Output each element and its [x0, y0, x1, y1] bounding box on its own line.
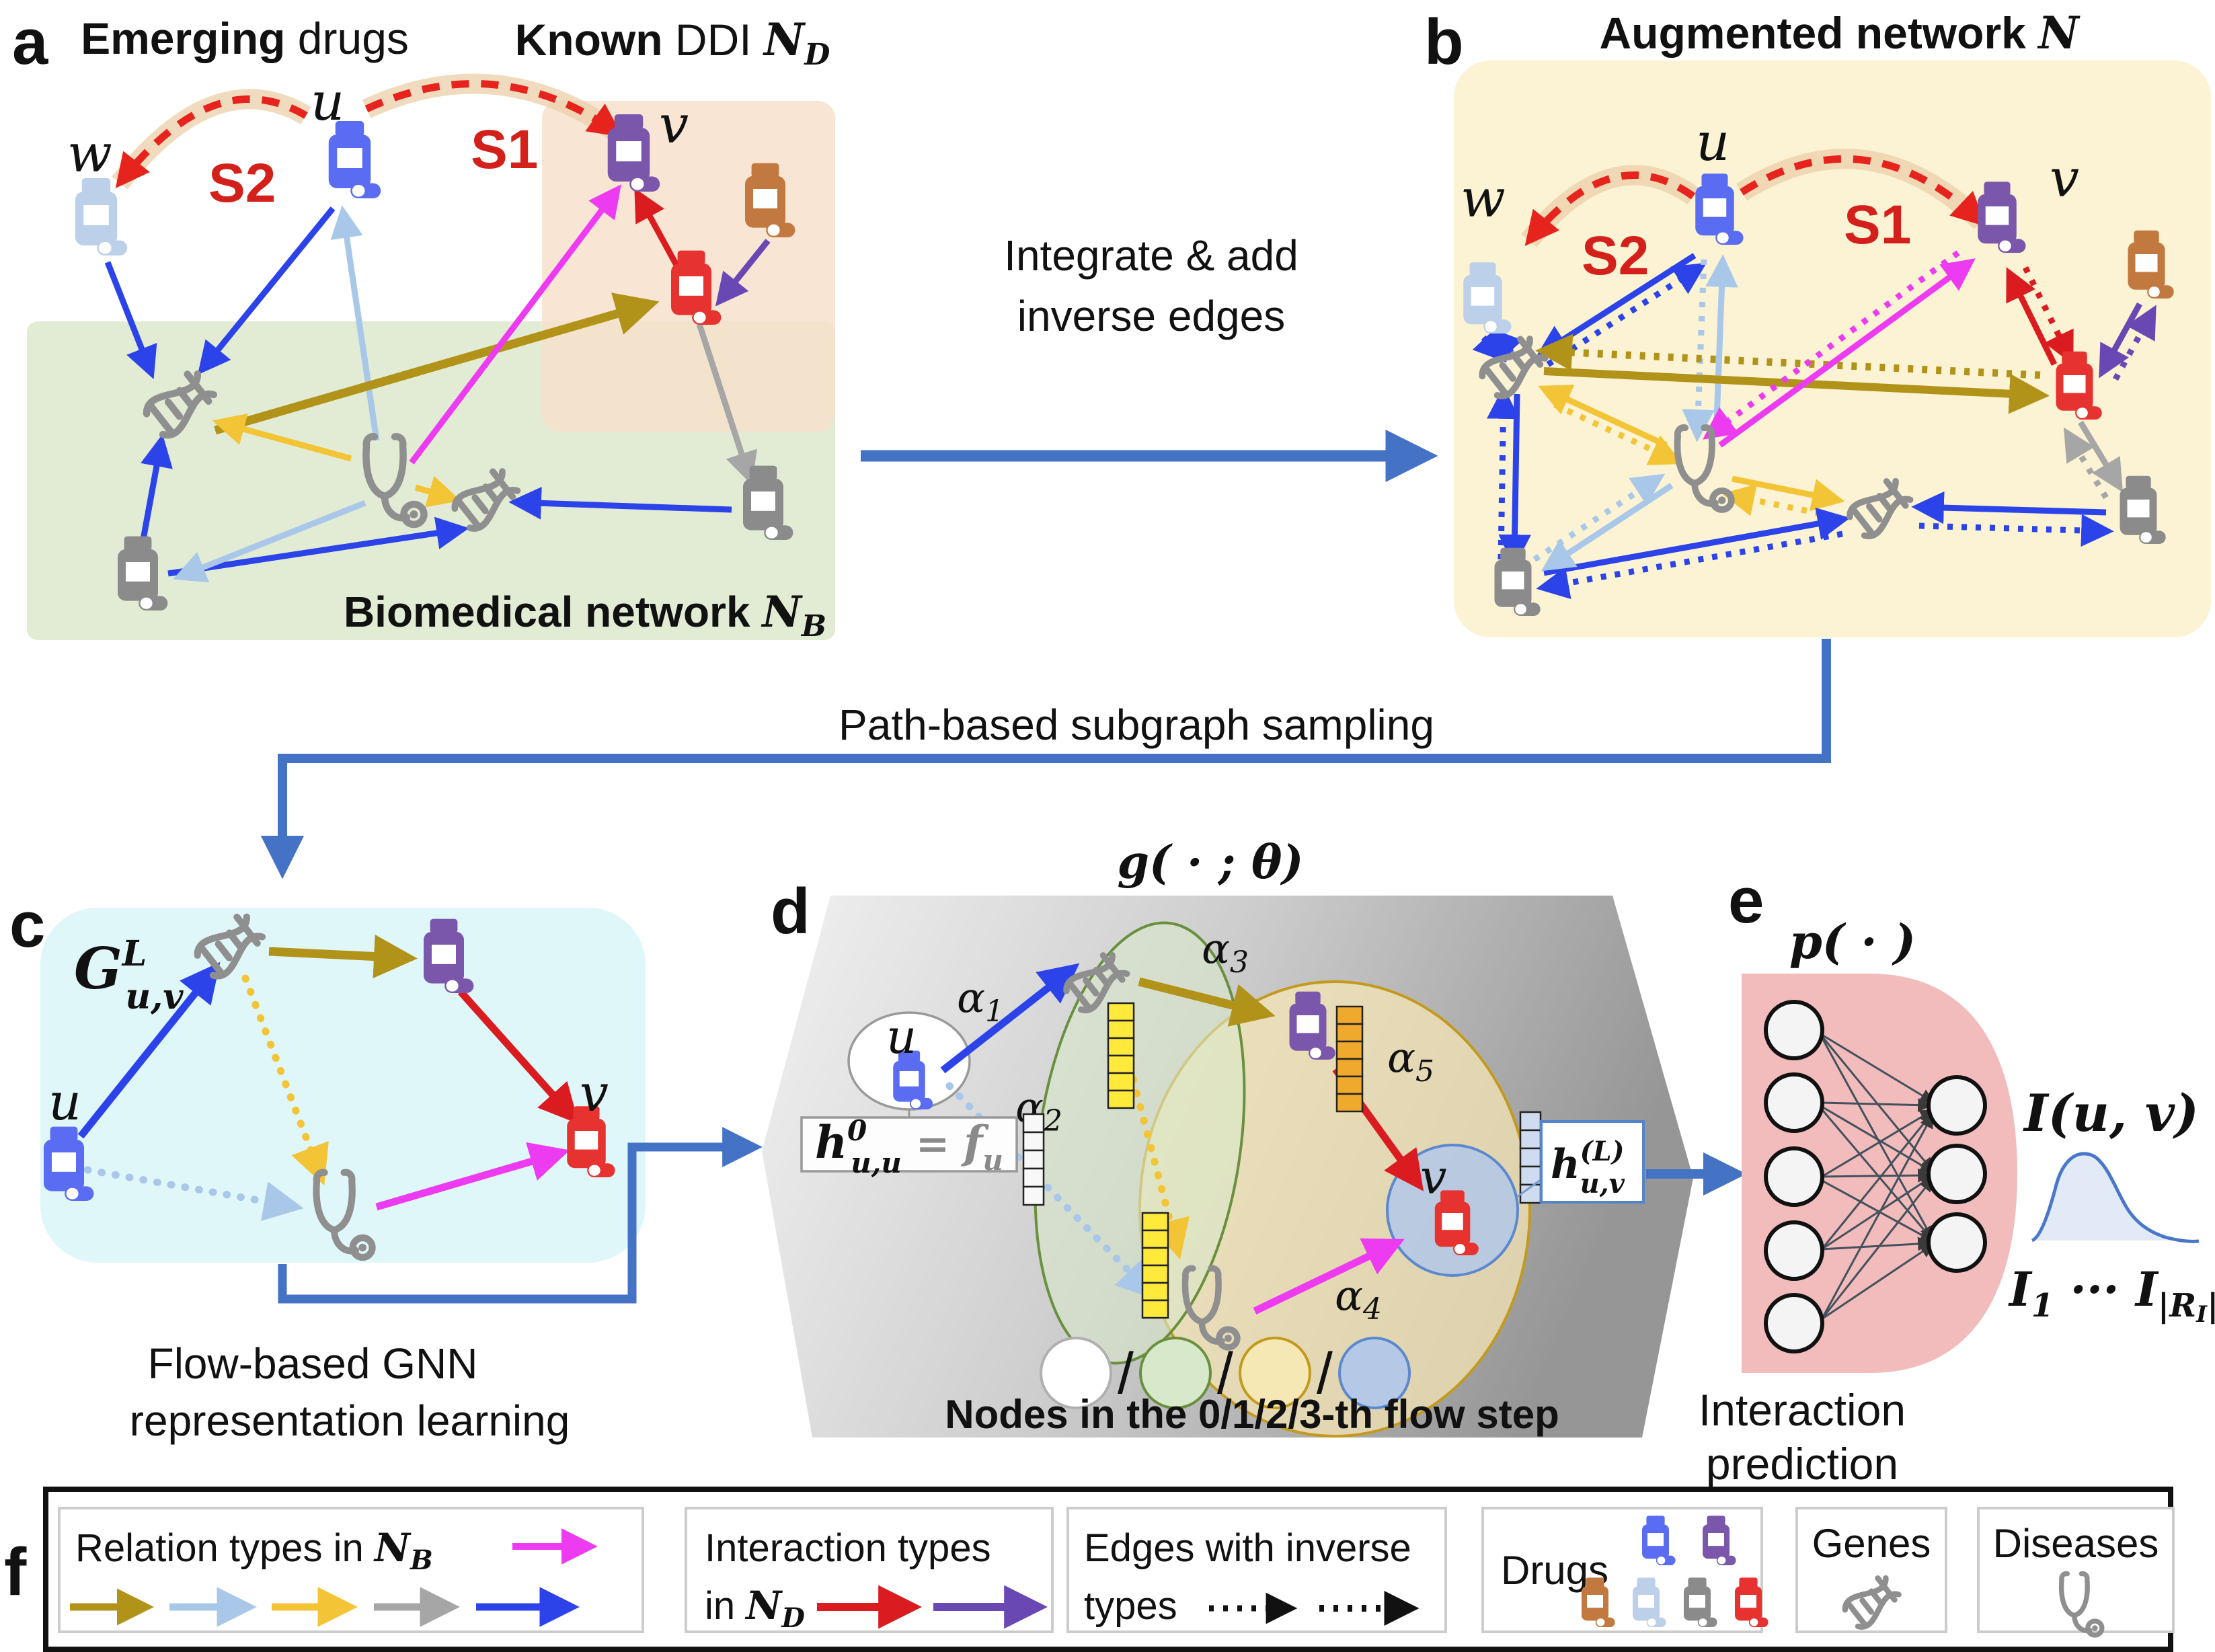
initial-representation-box: [800, 1116, 1018, 1173]
interaction-vector-label: I(u, v): [2023, 1083, 2199, 1143]
panel-letter-a: a: [12, 6, 48, 78]
panel-letter-f: f: [4, 1534, 27, 1610]
s2-query-arrow: [115, 95, 308, 188]
label-biomedical-network: Biomedical network NB: [344, 587, 826, 643]
legend-genes: Genes: [1795, 1507, 1947, 1632]
integrate-label-line2: inverse edges: [1017, 292, 1285, 340]
s1-label: S1: [471, 119, 538, 180]
feature-vector-u: [1022, 1113, 1045, 1206]
final-representation-box: [1540, 1120, 1645, 1204]
title-emerging-drugs: Emerging drugs: [81, 13, 409, 63]
integrate-label-line1: Integrate & add: [1004, 231, 1298, 280]
s2-label: S2: [1582, 225, 1649, 286]
svg-text:α4: α4: [1335, 1271, 1382, 1327]
path-sampling-arrow: [260, 639, 1831, 879]
flow-gnn-arrow: [278, 1127, 763, 1304]
feature-vector-disease: [1141, 1212, 1169, 1319]
panel-letter-b: b: [1424, 6, 1464, 78]
svg-text:Diseases: Diseases: [1993, 1521, 2159, 1566]
node-label-v: v: [2050, 149, 2079, 209]
s2-query-arrow: [1524, 171, 1696, 246]
node-label-u: u: [48, 1072, 81, 1132]
feature-vector-purple-drug: [1335, 1005, 1364, 1113]
s1-query-arrow: [1740, 155, 1986, 227]
panel-c: c GL u,v u v: [9, 889, 646, 1263]
feature-vectors: [1022, 1002, 1542, 1319]
drug-icon-w: [75, 178, 128, 255]
panel-a: a Emerging drugs Known DDI ND Biomedical…: [12, 6, 835, 643]
final-representation-formula: h(L) u,v: [1551, 1136, 1625, 1199]
svg-text:types: types: [1084, 1584, 1177, 1628]
panel-c-edges: [77, 935, 579, 1221]
subgraph-formula: GL u,v: [74, 933, 184, 1017]
svg-text:α5: α5: [1387, 1033, 1434, 1089]
flow-step-2-swatch: [1239, 1337, 1311, 1409]
svg-text:Relation types in NB: Relation types in NB: [75, 1525, 433, 1576]
panel-b: b Augmented network N: [1424, 6, 2211, 637]
legend-relation-types: Relation types in NB: [58, 1507, 644, 1633]
gnn-function-formula: g( · ; θ): [1117, 836, 1303, 890]
feature-vector-v: [1519, 1111, 1542, 1204]
node-label-v: v: [659, 95, 689, 155]
panel-d: d g( · ; θ) u v α1 α2 α3 α5 α4: [762, 836, 1693, 1438]
prediction-function-formula: p( · ): [1789, 914, 1916, 970]
node-label-u: u: [1696, 112, 1730, 173]
svg-text:Interaction types: Interaction types: [705, 1526, 991, 1570]
s1-query-arrow: [364, 80, 623, 137]
legend-diseases: Diseases: [1977, 1507, 2175, 1635]
caption-interaction: Interaction: [1699, 1385, 1906, 1435]
legend-inverse-edges: Edges with inverse types: [1066, 1507, 1447, 1633]
connector-a-b: Integrate & add inverse edges: [861, 231, 1438, 483]
connector-c-d: Flow-based GNN representation learning: [130, 1127, 763, 1445]
svg-text:α3: α3: [1202, 924, 1249, 980]
caption-prediction: prediction: [1706, 1439, 1898, 1489]
legend-drugs: Drugs: [1481, 1507, 1769, 1633]
interaction-distribution-fill: [2032, 1153, 2199, 1242]
flow-step-3-swatch: [1338, 1337, 1411, 1409]
svg-text:in ND: in ND: [705, 1583, 805, 1634]
panel-b-edges: [1472, 250, 2156, 600]
flow-gnn-label-line2: representation learning: [130, 1397, 570, 1445]
connector-b-c: Path-based subgraph sampling: [260, 639, 1831, 879]
node-label-w: w: [67, 124, 112, 184]
title-augmented-network: Augmented network N: [1599, 7, 2081, 59]
flow-step-legend: / / / Nodes in the 0/1/2/3-th flow step: [945, 1337, 1559, 1437]
node-label-w: w: [1461, 169, 1506, 229]
flow-step-1-swatch: [1139, 1337, 1212, 1409]
panel-e: e p( · ) I(u, v) I1 ··· I|RI| Interactio…: [1699, 865, 2215, 1489]
panel-f: f Relation types in NB Interaction types…: [4, 1487, 2175, 1652]
nn-neurons: [1764, 1000, 1987, 1353]
panel-letter-c: c: [9, 889, 45, 961]
panel-letter-d: d: [771, 875, 810, 947]
node-label-u: u: [311, 72, 344, 132]
svg-text:Genes: Genes: [1812, 1521, 1931, 1566]
svg-text:Edges with inverse: Edges with inverse: [1084, 1526, 1411, 1570]
flow-step-legend-label: Nodes in the 0/1/2/3-th flow step: [945, 1392, 1559, 1437]
s1-label: S1: [1844, 194, 1911, 255]
panel-letter-e: e: [1728, 865, 1764, 937]
node-label-v: v: [1420, 1150, 1447, 1205]
nn-connections: [1818, 1032, 1935, 1324]
legend-interaction-types: Interaction types in ND: [685, 1507, 1054, 1634]
panel-a-queries: [112, 73, 623, 190]
svg-text:/: /: [1118, 1341, 1134, 1406]
svg-text:/: /: [1317, 1341, 1333, 1406]
title-known-ddi: Known DDI ND: [515, 13, 830, 72]
node-label-u: u: [886, 1009, 917, 1064]
panel-a-edges: [104, 184, 771, 583]
interaction-distribution-curve: [2031, 1152, 2200, 1243]
path-sampling-label: Path-based subgraph sampling: [839, 701, 1434, 749]
svg-text:α1: α1: [957, 973, 1004, 1029]
interaction-range-label: I1 ··· I|RI|: [2008, 1261, 2215, 1328]
drug-icon-u: [328, 121, 381, 198]
flow-gnn-label-line1: Flow-based GNN: [148, 1339, 478, 1388]
feature-vector-gene: [1107, 1002, 1135, 1109]
svg-text:/: /: [1217, 1341, 1233, 1406]
panel-b-queries: [1521, 149, 1988, 247]
node-label-v: v: [580, 1063, 609, 1123]
attention-labels: α1 α2 α3 α5 α4: [957, 924, 1434, 1327]
flow-step-0-swatch: [1040, 1337, 1112, 1409]
s2-label: S2: [208, 153, 276, 214]
